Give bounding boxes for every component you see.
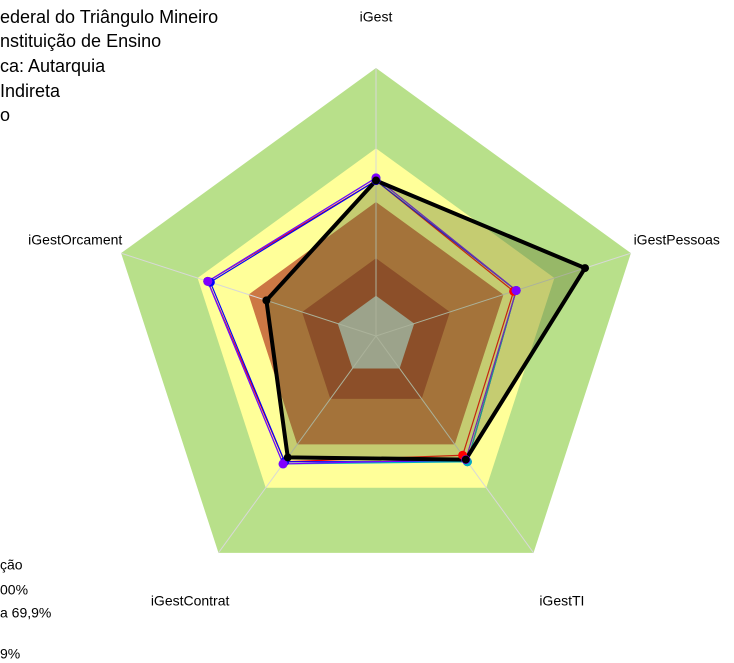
header-line: ederal do Triângulo Mineiro bbox=[0, 7, 218, 27]
series-line bbox=[207, 177, 517, 465]
axis-label: iGestOrcament bbox=[28, 232, 122, 248]
axis-line bbox=[120, 252, 377, 337]
axis-line bbox=[218, 335, 377, 554]
series-point bbox=[278, 459, 288, 469]
header-line: ca: Autarquia bbox=[0, 56, 106, 76]
series-point bbox=[511, 285, 521, 295]
marks bbox=[203, 173, 590, 469]
series-point bbox=[461, 455, 470, 464]
legend-line: 00% bbox=[0, 582, 28, 598]
series-point bbox=[581, 264, 590, 273]
series-point bbox=[283, 453, 292, 462]
series-point bbox=[372, 176, 380, 185]
axis-label: iGest bbox=[360, 9, 393, 25]
legend-line: a 69,9% bbox=[0, 605, 51, 621]
axis-line bbox=[375, 335, 534, 554]
series-line bbox=[264, 178, 588, 462]
axis-label: iGestContrat bbox=[151, 593, 230, 609]
axis-label: iGestTI bbox=[539, 593, 584, 609]
axis-label: iGestPessoas bbox=[634, 232, 720, 248]
series-point bbox=[203, 276, 213, 286]
legend-line: ção bbox=[0, 557, 23, 573]
header-line: Indireta bbox=[0, 81, 61, 101]
series-point bbox=[262, 296, 271, 305]
header-line: o bbox=[0, 105, 10, 125]
header-line: nstituição de Ensino bbox=[0, 31, 161, 51]
legend-line: 9% bbox=[0, 646, 20, 662]
